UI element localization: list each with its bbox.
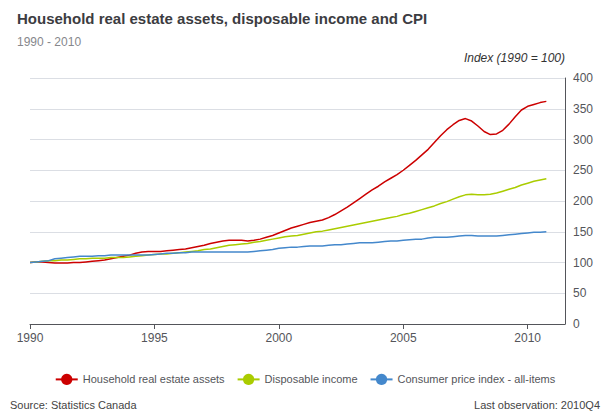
svg-text:150: 150 — [573, 225, 593, 239]
svg-text:Household real estate assets,: Household real estate assets, disposable… — [17, 10, 427, 27]
svg-text:100: 100 — [573, 256, 593, 270]
svg-text:2000: 2000 — [265, 331, 292, 345]
svg-text:2010: 2010 — [514, 331, 541, 345]
svg-text:0: 0 — [573, 317, 580, 331]
svg-text:200: 200 — [573, 194, 593, 208]
svg-text:250: 250 — [573, 163, 593, 177]
svg-text:Consumer price index - all-ite: Consumer price index - all-items — [398, 373, 556, 385]
svg-text:1990 - 2010: 1990 - 2010 — [17, 35, 81, 49]
svg-text:1995: 1995 — [141, 331, 168, 345]
svg-text:Household real estate assets: Household real estate assets — [83, 373, 225, 385]
svg-text:Disposable income: Disposable income — [265, 373, 358, 385]
svg-text:1990: 1990 — [17, 331, 44, 345]
svg-text:Index (1990 = 100): Index (1990 = 100) — [464, 51, 565, 65]
svg-text:350: 350 — [573, 102, 593, 116]
svg-text:400: 400 — [573, 71, 593, 85]
svg-text:50: 50 — [573, 286, 587, 300]
svg-text:2005: 2005 — [390, 331, 417, 345]
svg-text:300: 300 — [573, 133, 593, 147]
svg-text:Last observation: 2010Q4: Last observation: 2010Q4 — [474, 399, 600, 411]
svg-text:Source: Statistics Canada: Source: Statistics Canada — [10, 399, 137, 411]
